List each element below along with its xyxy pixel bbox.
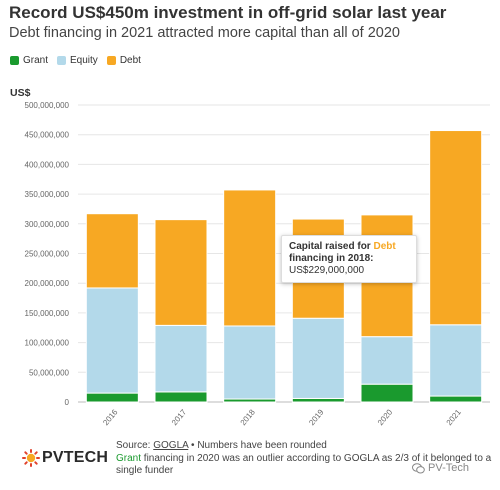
note-rest: financing in 2020 was an outlier accordi… — [116, 452, 492, 477]
chart-area: US$ 0 50,000,000 100,000,000 150,000,000 200… — [10, 87, 490, 427]
source-prefix: Source: — [116, 440, 154, 451]
legend-label-grant: Grant — [23, 54, 49, 66]
note-line: Grant financing in 2020 was an outlier a… — [116, 453, 491, 477]
bar-debt-2021[interactable] — [429, 130, 483, 326]
y-axis-label: US$ — [10, 87, 31, 99]
y-axis-ticks: 0 50,000,000 100,000,000 150,000,000 200,000… — [25, 101, 70, 407]
tooltip-prefix: Capital raised for — [289, 241, 374, 252]
bar-equity-2018[interactable] — [223, 325, 277, 400]
legend-item-grant[interactable]: Grant — [10, 55, 48, 66]
grid-lines — [78, 104, 490, 403]
wechat-icon — [412, 462, 425, 474]
bar-equity-2020[interactable] — [360, 336, 414, 385]
source-suffix: • Numbers have been rounded — [188, 440, 327, 451]
bar-grant-2020[interactable] — [360, 383, 414, 403]
x-tick-label: 2016 — [101, 407, 120, 427]
x-tick-label: 2021 — [445, 407, 464, 427]
y-tick-label: 500,000,000 — [25, 101, 70, 110]
legend: Grant Equity Debt — [10, 53, 150, 67]
y-tick-label: 50,000,000 — [29, 368, 70, 377]
footer-notes: Source: GOGLA • Numbers have been rounde… — [116, 440, 496, 478]
bar-grant-2016[interactable] — [85, 392, 139, 403]
y-tick-label: 450,000,000 — [25, 131, 70, 140]
x-tick-label: 2019 — [307, 407, 326, 427]
tooltip-value: US$229,000,000 — [289, 265, 365, 276]
y-tick-label: 250,000,000 — [25, 250, 70, 259]
y-tick-label: 150,000,000 — [25, 309, 70, 318]
y-tick-label: 0 — [65, 398, 70, 407]
legend-item-debt[interactable]: Debt — [106, 54, 141, 66]
legend-label-debt: Debt — [119, 54, 141, 66]
bar-grant-2017[interactable] — [154, 391, 208, 403]
legend-item-equity[interactable]: Equity — [57, 55, 98, 66]
y-tick-label: 350,000,000 — [25, 190, 70, 199]
bar-grant-2019[interactable] — [291, 397, 345, 403]
legend-swatch-equity — [57, 55, 67, 65]
x-tick-label: 2020 — [376, 407, 395, 427]
source-line: Source: GOGLA • Numbers have been rounde… — [116, 440, 496, 453]
watermark: PV-Tech — [412, 462, 469, 474]
legend-label-equity: Equity — [70, 54, 98, 66]
bar-debt-2017[interactable] — [154, 219, 208, 326]
bar-grant-2021[interactable] — [429, 395, 483, 403]
y-tick-label: 400,000,000 — [25, 160, 70, 169]
tooltip-series: Debt — [373, 241, 396, 252]
bar-equity-2016[interactable] — [85, 287, 139, 394]
bar-debt-2016[interactable] — [85, 213, 139, 289]
bars — [85, 130, 483, 403]
x-tick-label: 2017 — [170, 407, 189, 427]
y-tick-label: 200,000,000 — [25, 279, 70, 288]
legend-swatch-debt — [106, 55, 116, 65]
chart-title: Record US$450m investment in off-grid so… — [9, 3, 447, 22]
tooltip: Capital raised for Debt financing in 201… — [281, 235, 417, 283]
tooltip-mid: financing in 2018: — [289, 253, 374, 264]
y-tick-label: 100,000,000 — [25, 339, 70, 348]
y-tick-label: 300,000,000 — [25, 220, 70, 229]
bar-debt-2018[interactable] — [223, 189, 277, 327]
chart-subtitle: Debt financing in 2021 attracted more ca… — [9, 25, 400, 41]
pvtech-logo: PVTECH — [22, 447, 108, 469]
note-grant: Grant — [116, 452, 142, 464]
source-link[interactable]: GOGLA — [153, 440, 189, 451]
sun-icon — [22, 449, 40, 467]
bar-equity-2017[interactable] — [154, 324, 208, 393]
logo-text: PVTECH — [42, 449, 109, 466]
x-axis-ticks: 2016 2017 2018 2019 2020 2021 — [101, 407, 463, 427]
x-tick-label: 2018 — [239, 407, 258, 427]
bar-equity-2019[interactable] — [291, 317, 345, 399]
bar-equity-2021[interactable] — [429, 324, 483, 397]
legend-swatch-grant — [10, 55, 19, 65]
watermark-text: PV-Tech — [428, 462, 469, 474]
